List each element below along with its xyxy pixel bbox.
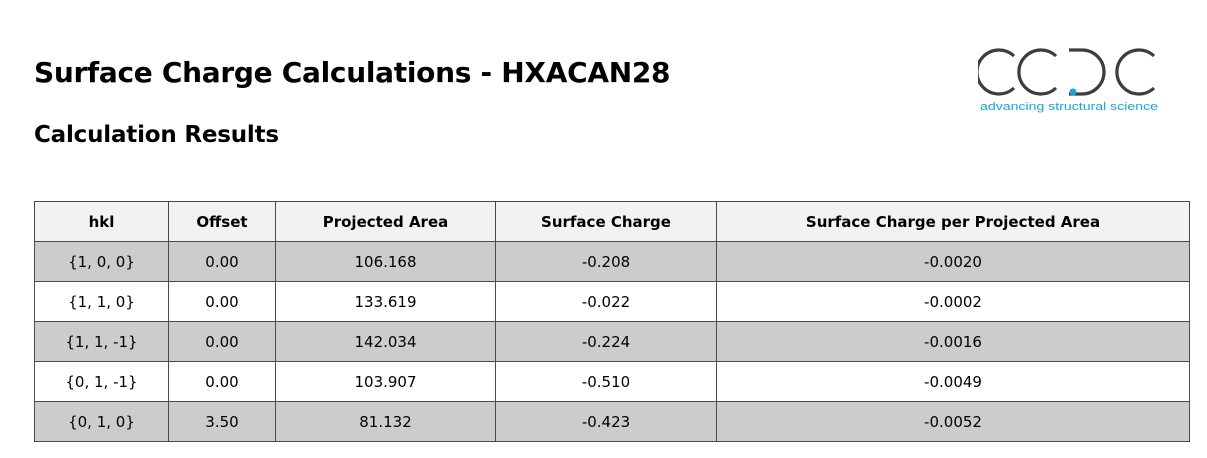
table-row: {1, 1, 0} 0.00 133.619 -0.022 -0.0002 [34, 281, 1190, 322]
cell-projected-area: 106.168 [275, 241, 496, 282]
table-row: {0, 1, -1} 0.00 103.907 -0.510 -0.0049 [34, 361, 1190, 402]
cell-hkl: {1, 0, 0} [34, 241, 169, 282]
column-header-offset: Offset [168, 201, 276, 242]
column-header-projected-area: Projected Area [275, 201, 496, 242]
table-row: {1, 0, 0} 0.00 106.168 -0.208 -0.0020 [34, 241, 1190, 282]
cell-hkl: {1, 1, 0} [34, 281, 169, 322]
table-header-row: hkl Offset Projected Area Surface Charge… [34, 201, 1190, 242]
ccdc-logo: advancing structural science [978, 46, 1162, 116]
page-title: Surface Charge Calculations - HXACAN28 [34, 56, 671, 89]
cell-offset: 0.00 [168, 321, 276, 362]
cell-projected-area: 142.034 [275, 321, 496, 362]
cell-offset: 0.00 [168, 281, 276, 322]
column-header-surface-charge: Surface Charge [495, 201, 717, 242]
results-table: hkl Offset Projected Area Surface Charge… [34, 201, 1190, 442]
cell-hkl: {0, 1, 0} [34, 401, 169, 442]
cell-projected-area: 81.132 [275, 401, 496, 442]
cell-surface-charge-per-area: -0.0002 [716, 281, 1190, 322]
cell-offset: 0.00 [168, 241, 276, 282]
cell-surface-charge: -0.224 [495, 321, 717, 362]
cell-surface-charge: -0.208 [495, 241, 717, 282]
cell-surface-charge-per-area: -0.0049 [716, 361, 1190, 402]
cell-surface-charge-per-area: -0.0016 [716, 321, 1190, 362]
cell-offset: 0.00 [168, 361, 276, 402]
cell-offset: 3.50 [168, 401, 276, 442]
logo-tagline: advancing structural science [980, 101, 1158, 113]
table-row: {1, 1, -1} 0.00 142.034 -0.224 -0.0016 [34, 321, 1190, 362]
section-title: Calculation Results [34, 122, 279, 148]
cell-hkl: {0, 1, -1} [34, 361, 169, 402]
column-header-surface-charge-per-area: Surface Charge per Projected Area [716, 201, 1190, 242]
cell-surface-charge-per-area: -0.0020 [716, 241, 1190, 282]
cell-projected-area: 133.619 [275, 281, 496, 322]
cell-projected-area: 103.907 [275, 361, 496, 402]
table-row: {0, 1, 0} 3.50 81.132 -0.423 -0.0052 [34, 401, 1190, 442]
cell-hkl: {1, 1, -1} [34, 321, 169, 362]
cell-surface-charge: -0.423 [495, 401, 717, 442]
cell-surface-charge: -0.022 [495, 281, 717, 322]
cell-surface-charge-per-area: -0.0052 [716, 401, 1190, 442]
column-header-hkl: hkl [34, 201, 169, 242]
cell-surface-charge: -0.510 [495, 361, 717, 402]
